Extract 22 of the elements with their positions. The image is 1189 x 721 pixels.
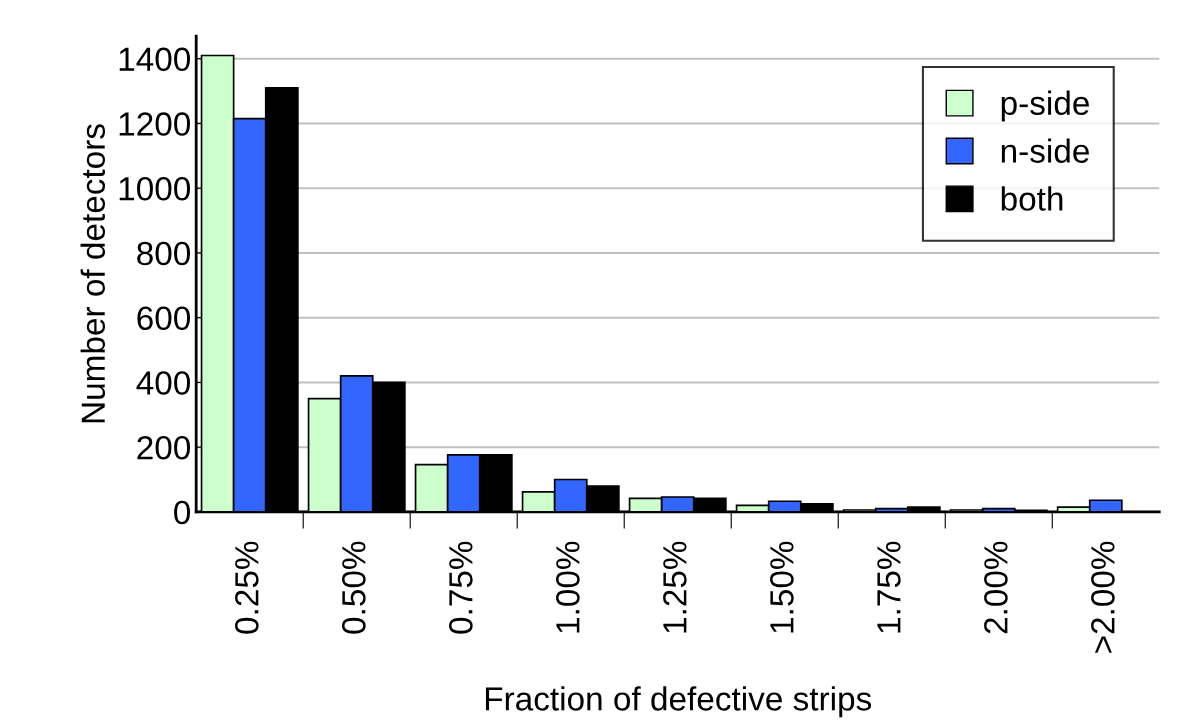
y-axis-title: Number of detectors	[80, 124, 106, 423]
y-tick-label: 800	[137, 241, 191, 266]
x-tick-label: 0.25%	[235, 541, 259, 634]
x-tick-label: 2.00%	[984, 541, 1008, 634]
y-tick-label: 1000	[119, 177, 191, 201]
legend-label: n-side	[1001, 138, 1089, 163]
y-tick-label: 1400	[119, 47, 191, 72]
x-tick-label: 1.25%	[663, 541, 687, 633]
legend-label: p-side	[1001, 90, 1089, 122]
x-tick-label: 0.50%	[342, 541, 366, 634]
y-tick-label: 600	[137, 306, 191, 331]
x-tick-label: 0.75%	[449, 541, 473, 634]
legend-label: both	[1001, 186, 1063, 211]
y-tick-label: 400	[136, 371, 191, 395]
x-tick-label: 1.00%	[556, 541, 580, 633]
x-axis-title: Fraction of defective strips	[485, 686, 872, 718]
y-tick-label: 1200	[119, 112, 191, 136]
x-tick-label: >2.00%	[1091, 541, 1115, 653]
y-tick-label: 0	[174, 500, 191, 525]
y-tick-label: 200	[137, 435, 191, 460]
x-tick-label: 1.50%	[770, 541, 794, 633]
x-tick-label: 1.75%	[877, 541, 901, 633]
